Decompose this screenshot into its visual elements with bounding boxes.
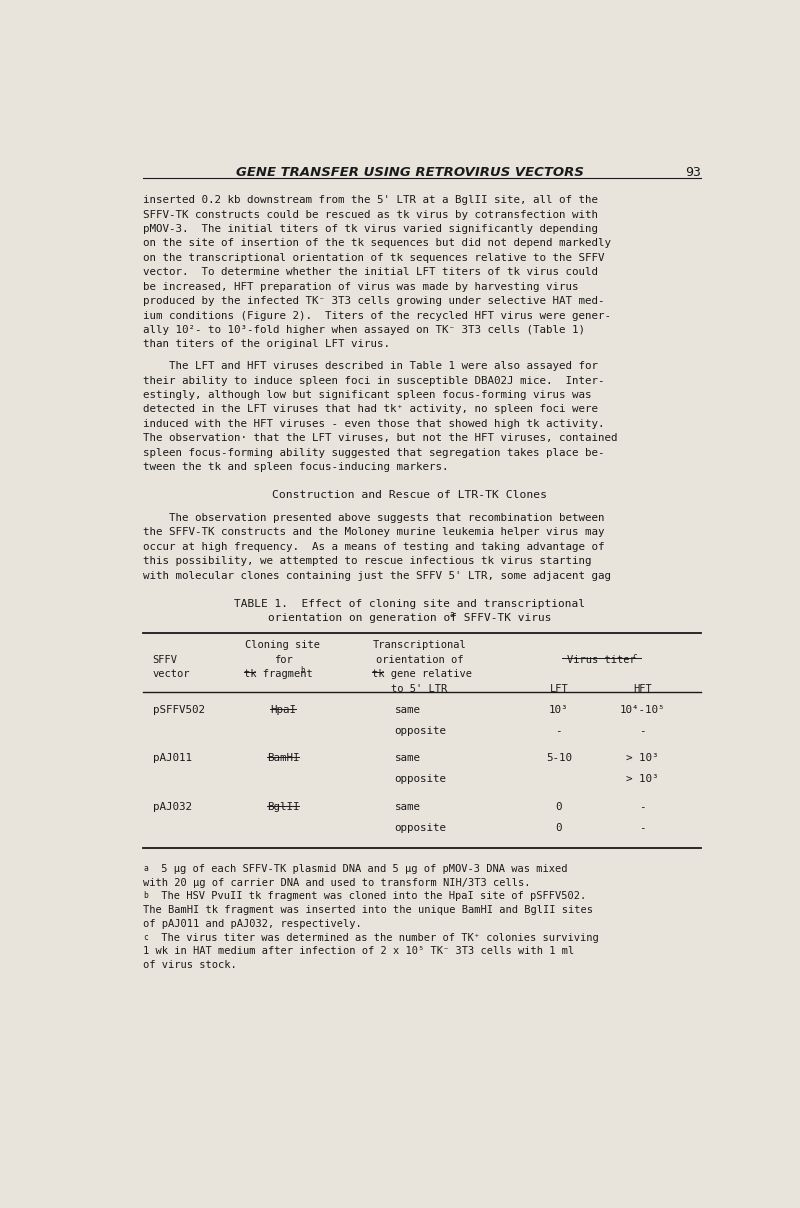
Text: of pAJ011 and pAJ032, respectively.: of pAJ011 and pAJ032, respectively.: [143, 919, 362, 929]
Text: vector.  To determine whether the initial LFT titers of tk virus could: vector. To determine whether the initial…: [143, 267, 598, 278]
Text: -: -: [639, 802, 646, 812]
Text: tk gene relative: tk gene relative: [371, 669, 471, 679]
Text: The BamHI tk fragment was inserted into the unique BamHI and BglII sites: The BamHI tk fragment was inserted into …: [143, 905, 594, 916]
Text: BamHI: BamHI: [266, 754, 299, 763]
Text: b: b: [143, 892, 148, 900]
Text: to 5' LTR: to 5' LTR: [391, 684, 447, 693]
Text: LFT: LFT: [550, 684, 568, 693]
Text: tk fragment: tk fragment: [244, 669, 313, 679]
Text: 0: 0: [555, 823, 562, 832]
Text: TABLE 1.  Effect of cloning site and transcriptional: TABLE 1. Effect of cloning site and tran…: [234, 598, 586, 609]
Text: pMOV-3.  The initial titers of tk virus varied significantly depending: pMOV-3. The initial titers of tk virus v…: [143, 223, 598, 234]
Text: opposite: opposite: [394, 726, 446, 736]
Text: GENE TRANSFER USING RETROVIRUS VECTORS: GENE TRANSFER USING RETROVIRUS VECTORS: [236, 167, 584, 179]
Text: -: -: [639, 726, 646, 736]
Text: opposite: opposite: [394, 774, 446, 784]
Text: ally 10²- to 10³-fold higher when assayed on TK⁻ 3T3 cells (Table 1): ally 10²- to 10³-fold higher when assaye…: [143, 325, 586, 335]
Text: 10³: 10³: [549, 705, 569, 715]
Text: pAJ011: pAJ011: [153, 754, 192, 763]
Text: > 10³: > 10³: [626, 754, 658, 763]
Text: HFT: HFT: [633, 684, 652, 693]
Text: spleen focus-forming ability suggested that segregation takes place be-: spleen focus-forming ability suggested t…: [143, 448, 605, 458]
Text: on the site of insertion of the tk sequences but did not depend markedly: on the site of insertion of the tk seque…: [143, 238, 611, 249]
Text: 1 wk in HAT medium after infection of 2 x 10⁵ TK⁻ 3T3 cells with 1 ml: 1 wk in HAT medium after infection of 2 …: [143, 946, 574, 957]
Text: The observation· that the LFT viruses, but not the HFT viruses, contained: The observation· that the LFT viruses, b…: [143, 434, 618, 443]
Text: 5 μg of each SFFV-TK plasmid DNA and 5 μg of pMOV-3 DNA was mixed: 5 μg of each SFFV-TK plasmid DNA and 5 μ…: [154, 864, 567, 873]
Text: 5-10: 5-10: [546, 754, 572, 763]
Text: estingly, although low but significant spleen focus-forming virus was: estingly, although low but significant s…: [143, 390, 592, 400]
Text: of virus stock.: of virus stock.: [143, 960, 237, 970]
Text: for: for: [274, 655, 292, 664]
Text: Cloning site: Cloning site: [246, 640, 320, 650]
Text: 10⁴-10⁵: 10⁴-10⁵: [620, 705, 666, 715]
Text: induced with the HFT viruses - even those that showed high tk activity.: induced with the HFT viruses - even thos…: [143, 419, 605, 429]
Text: be increased, HFT preparation of virus was made by harvesting virus: be increased, HFT preparation of virus w…: [143, 281, 579, 291]
Text: SFFV-TK constructs could be rescued as tk virus by cotransfection with: SFFV-TK constructs could be rescued as t…: [143, 210, 598, 220]
Text: BglII: BglII: [266, 802, 299, 812]
Text: Construction and Rescue of LTR-TK Clones: Construction and Rescue of LTR-TK Clones: [273, 490, 547, 500]
Text: opposite: opposite: [394, 823, 446, 832]
Text: c: c: [143, 933, 148, 941]
Text: pAJ032: pAJ032: [153, 802, 192, 812]
Text: a: a: [143, 864, 148, 873]
Text: produced by the infected TK⁻ 3T3 cells growing under selective HAT med-: produced by the infected TK⁻ 3T3 cells g…: [143, 296, 605, 306]
Text: -: -: [555, 726, 562, 736]
Text: their ability to induce spleen foci in susceptible DBA02J mice.  Inter-: their ability to induce spleen foci in s…: [143, 376, 605, 385]
Text: -: -: [639, 823, 646, 832]
Text: Transcriptional: Transcriptional: [373, 640, 466, 650]
Text: same: same: [394, 802, 421, 812]
Text: ium conditions (Figure 2).  Titers of the recycled HFT virus were gener-: ium conditions (Figure 2). Titers of the…: [143, 310, 611, 320]
Text: > 10³: > 10³: [626, 774, 658, 784]
Text: detected in the LFT viruses that had tk⁺ activity, no spleen foci were: detected in the LFT viruses that had tk⁺…: [143, 405, 598, 414]
Text: on the transcriptional orientation of tk sequences relative to the SFFV: on the transcriptional orientation of tk…: [143, 252, 605, 263]
Text: tween the tk and spleen focus-inducing markers.: tween the tk and spleen focus-inducing m…: [143, 463, 449, 472]
Text: 0: 0: [555, 802, 562, 812]
Text: with molecular clones containing just the SFFV 5' LTR, some adjacent gag: with molecular clones containing just th…: [143, 570, 611, 581]
Text: same: same: [394, 754, 421, 763]
Text: inserted 0.2 kb downstream from the 5' LTR at a BglII site, all of the: inserted 0.2 kb downstream from the 5' L…: [143, 196, 598, 205]
Text: same: same: [394, 705, 421, 715]
Text: The HSV PvuII tk fragment was cloned into the HpaI site of pSFFV502.: The HSV PvuII tk fragment was cloned int…: [154, 892, 586, 901]
Text: b: b: [300, 667, 305, 675]
Text: this possibility, we attempted to rescue infectious tk virus starting: this possibility, we attempted to rescue…: [143, 556, 592, 567]
Text: The virus titer was determined as the number of TK⁺ colonies surviving: The virus titer was determined as the nu…: [154, 933, 598, 942]
Text: HpaI: HpaI: [270, 705, 296, 715]
Text: a: a: [450, 610, 454, 620]
Text: The LFT and HFT viruses described in Table 1 were also assayed for: The LFT and HFT viruses described in Tab…: [143, 361, 598, 371]
Text: Virus titer: Virus titer: [566, 655, 635, 664]
Text: 93: 93: [686, 167, 702, 179]
Text: c: c: [632, 652, 637, 661]
Text: vector: vector: [153, 669, 190, 679]
Text: orientation of: orientation of: [375, 655, 463, 664]
Text: pSFFV502: pSFFV502: [153, 705, 205, 715]
Text: the SFFV-TK constructs and the Moloney murine leukemia helper virus may: the SFFV-TK constructs and the Moloney m…: [143, 528, 605, 538]
Text: occur at high frequency.  As a means of testing and taking advantage of: occur at high frequency. As a means of t…: [143, 542, 605, 552]
Text: than titers of the original LFT virus.: than titers of the original LFT virus.: [143, 339, 390, 349]
Text: SFFV: SFFV: [153, 655, 178, 664]
Text: The observation presented above suggests that recombination between: The observation presented above suggests…: [143, 513, 605, 523]
Text: orientation on generation of SFFV-TK virus: orientation on generation of SFFV-TK vir…: [268, 612, 552, 623]
Text: with 20 μg of carrier DNA and used to transform NIH/3T3 cells.: with 20 μg of carrier DNA and used to tr…: [143, 877, 531, 888]
